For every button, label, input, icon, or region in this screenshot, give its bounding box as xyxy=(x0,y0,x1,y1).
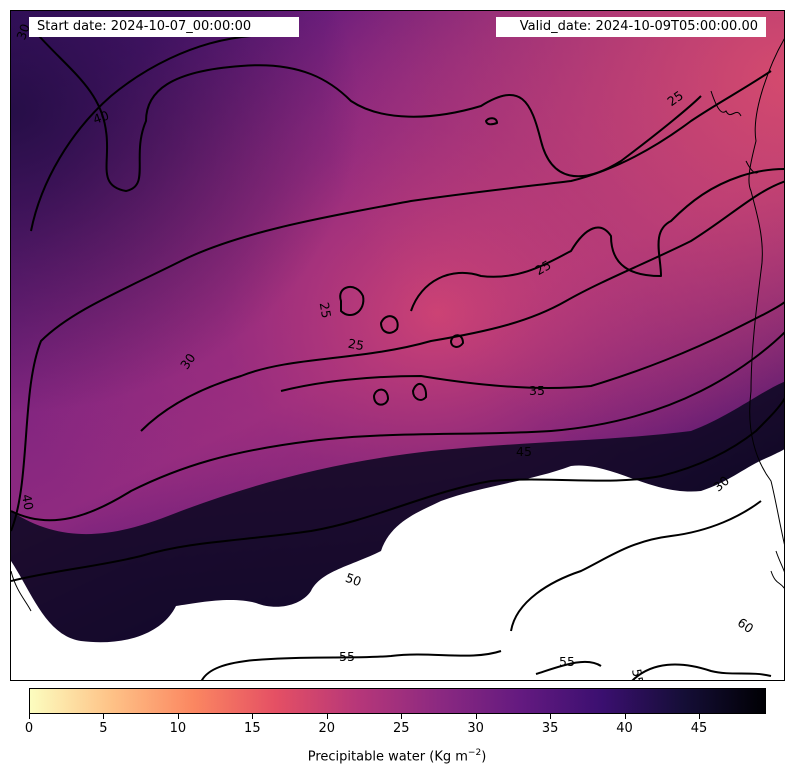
colorbar-tick-label: 5 xyxy=(99,721,108,736)
colorbar-tick-mark xyxy=(550,714,552,719)
colorbar-tick-label: 15 xyxy=(244,721,261,736)
precipitable-water-map: 25 25 25 25 30 30 30 35 40 40 45 50 55 5… xyxy=(11,11,784,681)
contour-label: 55 xyxy=(629,668,647,681)
colorbar-tick-mark xyxy=(699,714,700,719)
colorbar-tick-label: 45 xyxy=(690,721,708,736)
colorbar-tick-mark xyxy=(103,714,105,719)
contour-label: 25 xyxy=(317,301,335,319)
contour-label-group: 25 25 25 25 30 30 30 35 40 40 45 50 55 5… xyxy=(13,22,757,681)
colorbar-tick-mark xyxy=(252,714,254,719)
contour-label: 25 xyxy=(347,336,365,354)
contour-label: 60 xyxy=(735,615,757,636)
map-panel: 25 25 25 25 30 30 30 35 40 40 45 50 55 5… xyxy=(10,10,785,681)
colorbar-tick-mark xyxy=(326,714,328,719)
contour-label: 35 xyxy=(529,383,545,398)
contour-label: 45 xyxy=(516,444,532,459)
coastlines xyxy=(11,38,784,612)
start-date-label: Start date: 2024-10-07_00:00:00 xyxy=(29,17,299,37)
contour-lines xyxy=(11,35,784,680)
colorbar-tick-label: 30 xyxy=(467,721,484,736)
colorbar-tick-label: 40 xyxy=(616,721,633,736)
valid-date-label: Valid_date: 2024-10-09T05:00:00.00 xyxy=(496,17,766,37)
colorbar-tick-mark xyxy=(475,714,477,719)
colorbar-tick-label: 20 xyxy=(318,721,336,736)
contour-label: 55 xyxy=(339,649,355,664)
colorbar-title: Precipitable water (Kg m−2) xyxy=(308,748,487,764)
colorbar-tick-label: 10 xyxy=(169,721,187,736)
colorbar-title-exponent: −2 xyxy=(467,748,482,758)
missing-data-mask xyxy=(11,449,784,680)
colorbar-tick-mark xyxy=(177,714,179,719)
colorbar-tick-mark xyxy=(401,714,403,719)
colorbar xyxy=(29,688,766,714)
contour-label: 25 xyxy=(532,257,553,278)
colorbar-tick-label: 0 xyxy=(24,721,34,736)
contour-label: 30 xyxy=(13,22,33,42)
colorbar-title-suffix: ) xyxy=(481,749,487,765)
contour-label: 50 xyxy=(343,570,363,590)
contour-label: 25 xyxy=(664,88,686,109)
colorbar-tick-mark xyxy=(624,714,626,719)
colorbar-tick-label: 35 xyxy=(541,721,559,736)
contour-label: 40 xyxy=(91,107,111,127)
colorbar-tick-label: 25 xyxy=(392,721,410,736)
colorbar-tick-mark xyxy=(29,714,30,719)
contour-label: 40 xyxy=(19,493,37,511)
contour-label: 55 xyxy=(559,654,575,669)
colorbar-title-text: Precipitable water (Kg m xyxy=(307,749,468,765)
contour-label: 30 xyxy=(177,350,198,372)
